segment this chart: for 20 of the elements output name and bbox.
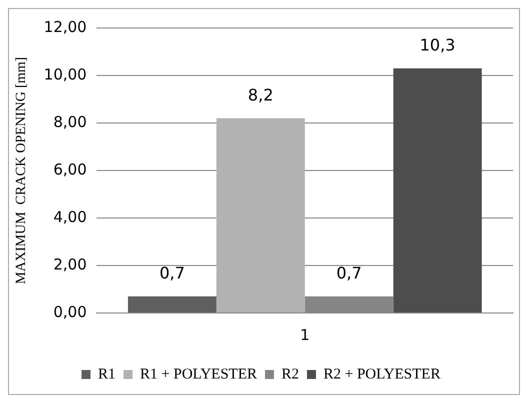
- y-tick-label: 12,00: [44, 18, 87, 36]
- bar: [216, 118, 305, 312]
- bar: [128, 296, 216, 312]
- bar: [393, 68, 482, 312]
- data-label: 10,3: [420, 36, 456, 55]
- y-tick-label: 4,00: [53, 208, 87, 226]
- legend-label: R1: [98, 366, 116, 382]
- x-tick-label: 1: [300, 326, 310, 344]
- data-label: 0,7: [159, 264, 185, 283]
- y-tick-label: 2,00: [53, 255, 87, 274]
- legend-label: R2 + POLYESTER: [324, 366, 440, 382]
- legend-label: R2: [282, 366, 300, 382]
- y-axis-title: MAXIMUM CRACK OPENING [mm]: [14, 56, 30, 284]
- data-label: 8,2: [248, 85, 274, 104]
- y-tick-label: 6,00: [53, 160, 87, 178]
- data-label: 0,7: [336, 264, 362, 283]
- y-tick-label: 8,00: [53, 112, 87, 131]
- y-tick-label: 0,00: [53, 302, 87, 321]
- y-tick-label: 10,00: [44, 65, 87, 84]
- legend-label: R1 + POLYESTER: [140, 366, 257, 382]
